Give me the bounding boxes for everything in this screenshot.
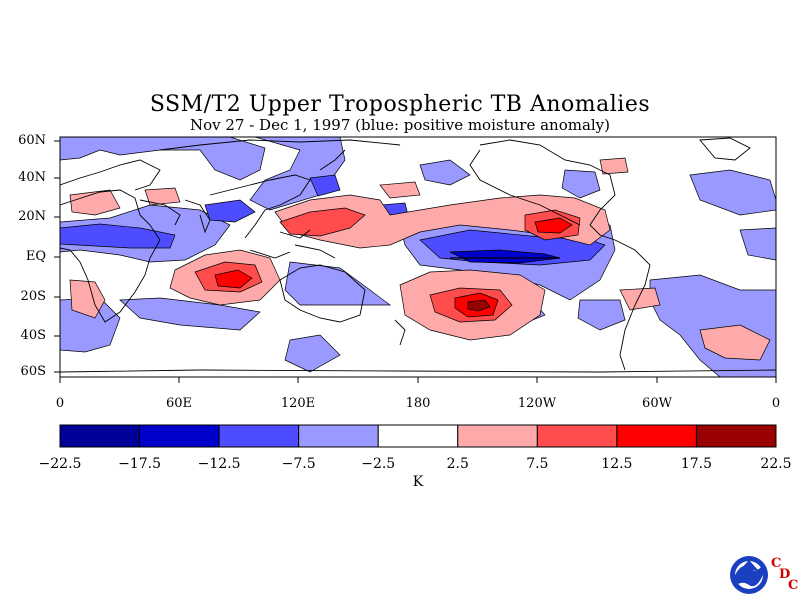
map-subtitle: Nov 27 - Dec 1, 1997 (blue: positive moi…	[189, 116, 611, 134]
colorbar-tick-label: −22.5	[38, 456, 82, 472]
colorbar-tick-label: 12.5	[601, 456, 633, 472]
colorbar-swatch	[377, 424, 459, 448]
lat-label: 60N	[18, 133, 46, 148]
logo-letter-d: D	[779, 567, 791, 582]
colorbar-tick-label: −12.5	[197, 456, 241, 472]
colorbar-tick-label: −17.5	[118, 456, 161, 472]
axis-ticks	[54, 140, 777, 383]
noaa-logo	[730, 556, 768, 594]
colorbar	[59, 424, 777, 448]
colorbar-swatch	[59, 424, 141, 448]
colorbar-tick-label: −7.5	[281, 456, 316, 472]
lat-label: 40S	[20, 328, 46, 343]
colorbar-tick-label: 2.5	[446, 456, 469, 472]
logo-letter-c1: C	[771, 556, 782, 571]
colorbar-tick-label: −2.5	[361, 456, 396, 472]
coastlines	[60, 137, 776, 373]
lat-label: EQ	[25, 249, 46, 264]
lon-label: 60W	[642, 396, 672, 411]
colorbar-swatch	[616, 424, 697, 448]
lon-label: 60E	[165, 396, 193, 411]
colorbar-swatch	[457, 424, 538, 448]
lat-label: 60S	[20, 364, 46, 379]
lat-label: 40N	[18, 170, 46, 185]
lat-label: 20S	[20, 289, 46, 304]
map-title: SSM/T2 Upper Tropospheric TB Anomalies	[149, 92, 651, 117]
lon-label: 0	[55, 396, 65, 411]
colorbar-swatch	[218, 424, 300, 448]
colorbar-swatch	[695, 424, 777, 448]
colorbar-tick-label: 17.5	[680, 456, 713, 472]
lon-label: 120W	[517, 396, 557, 411]
anomaly-field	[60, 137, 776, 377]
colorbar-swatch	[536, 424, 618, 448]
colorbar-swatch	[298, 424, 379, 448]
lon-label: 180	[405, 396, 431, 411]
lat-label: 20N	[18, 209, 46, 224]
lon-label: 0	[771, 396, 781, 411]
lon-label: 120E	[280, 396, 316, 411]
anomaly-darkest-red-regions	[467, 299, 491, 312]
colorbar-unit: K	[412, 474, 424, 490]
logo-letter-c2: C	[788, 578, 799, 593]
colorbar-tick-label: 7.5	[526, 456, 549, 472]
colorbar-swatch	[139, 424, 220, 448]
colorbar-tick-label: 22.5	[760, 456, 792, 472]
